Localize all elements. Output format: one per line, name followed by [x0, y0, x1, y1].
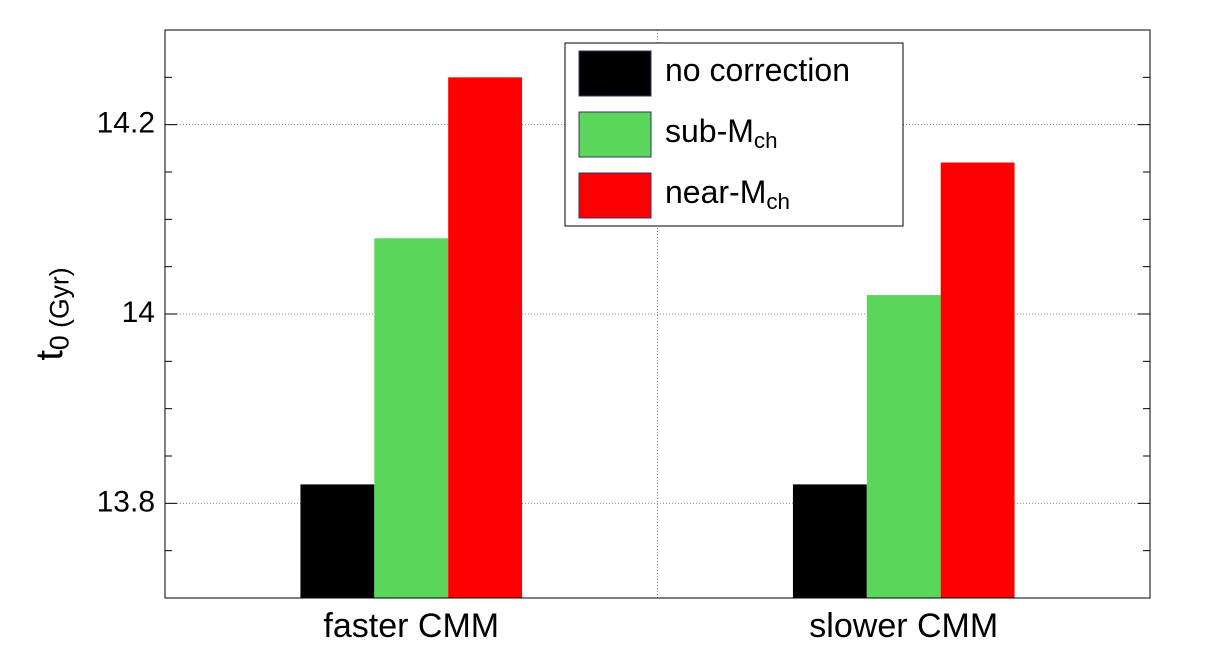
- bar: [866, 295, 941, 598]
- y-axis-label: t0 (Gyr): [29, 267, 74, 360]
- legend-label: near-Mch: [665, 174, 790, 213]
- legend-label: no correction: [665, 52, 850, 88]
- bar: [940, 162, 1015, 599]
- legend-swatch: [578, 172, 652, 219]
- bar: [374, 238, 449, 598]
- x-tick-label: faster CMM: [323, 607, 499, 645]
- legend-swatch: [578, 50, 652, 97]
- y-tick-label: 14: [122, 296, 155, 329]
- bar: [448, 77, 523, 599]
- x-tick-label: slower CMM: [809, 607, 998, 645]
- legend-label: sub-Mch: [665, 113, 778, 152]
- plot-frame: [164, 29, 1151, 599]
- y-tick-label: 14.2: [97, 107, 155, 140]
- y-tick-label: 13.8: [97, 485, 155, 518]
- legend-swatch: [578, 111, 652, 158]
- bar: [792, 484, 867, 598]
- bar: [300, 484, 375, 598]
